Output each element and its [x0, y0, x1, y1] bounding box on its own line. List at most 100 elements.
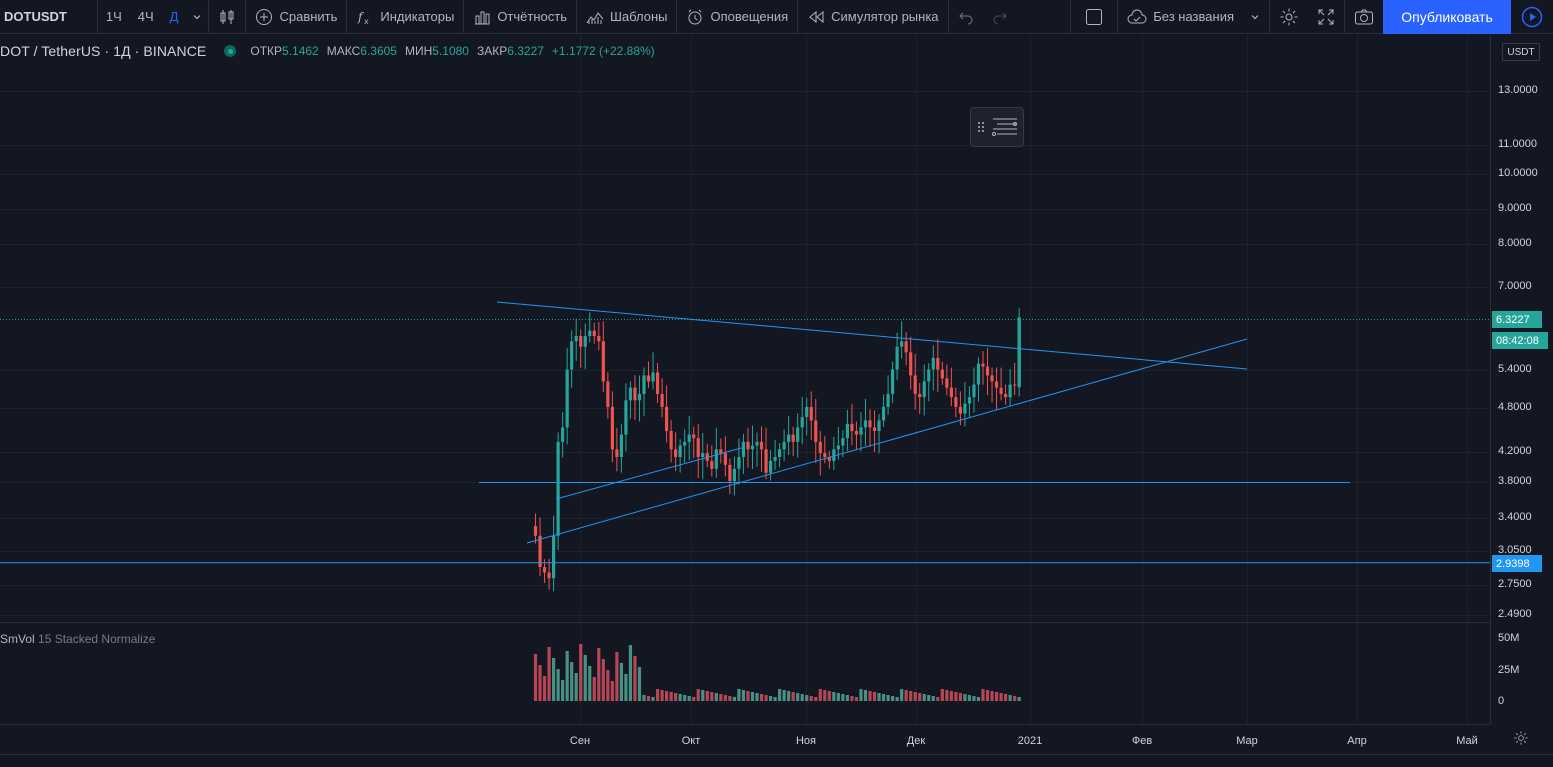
candle-body [669, 430, 673, 450]
alerts-button[interactable]: Оповещения [677, 0, 797, 34]
undo-button[interactable] [949, 0, 983, 34]
volume-bar [949, 691, 953, 701]
snapshot-button[interactable] [1345, 0, 1383, 34]
candle-body [904, 341, 908, 353]
candle-body [574, 335, 578, 342]
publish-button[interactable]: Опубликовать [1383, 0, 1511, 34]
settings-button[interactable] [1270, 0, 1308, 34]
volume-bar [678, 694, 682, 701]
volume-bar [628, 645, 633, 701]
symbol-legend: DOT / TetherUS · 1Д · BINANCE ОТКР5.1462… [0, 43, 655, 59]
candle-body [660, 393, 664, 407]
volume-bar [606, 670, 610, 701]
candle-body [651, 372, 655, 382]
volume-bar [741, 690, 746, 701]
time-label: Дек [906, 735, 926, 747]
floating-drawing-toolbar[interactable] [970, 107, 1024, 147]
candle-body [642, 375, 646, 394]
volume-bar [759, 694, 764, 701]
divider [947, 0, 949, 34]
interval-4h-button[interactable]: 4Ч [137, 9, 154, 24]
volume-bar [542, 676, 547, 701]
svg-text:f: f [357, 10, 365, 24]
volume-bar [940, 689, 944, 701]
candle-body [836, 445, 840, 450]
price-tick: 9.0000 [1498, 202, 1532, 214]
volume-tick: 50M [1498, 632, 1520, 644]
horizontal-line-price-tag: 2.9398 [1492, 555, 1542, 572]
symbol-search-button[interactable]: DOTUSDT [4, 9, 67, 24]
candle-body [741, 441, 746, 457]
volume-bar [696, 689, 700, 701]
ohlc-values: ОТКР5.1462 МАКС6.3605 МИН5.1080 ЗАКР6.32… [250, 44, 654, 58]
gear-icon[interactable] [1513, 730, 1529, 746]
price-axis[interactable] [1490, 35, 1553, 724]
time-label: 2021 [1017, 735, 1043, 747]
drag-handle-icon[interactable] [974, 117, 988, 137]
redo-button[interactable] [983, 0, 1017, 34]
volume-bar [990, 691, 994, 701]
financials-button[interactable]: Отчётность [464, 0, 576, 34]
candle-body [619, 434, 623, 457]
interval-1d-button[interactable]: Д [169, 9, 179, 24]
market-status-icon[interactable] [224, 45, 237, 57]
price-tick: 2.4900 [1498, 608, 1532, 620]
volume-bar [854, 697, 859, 701]
templates-button[interactable]: Шаблоны [577, 0, 677, 34]
volume-bar [1017, 697, 1021, 701]
volume-bar [552, 658, 556, 701]
fullscreen-button[interactable] [1308, 0, 1344, 34]
volume-bar [651, 697, 655, 701]
divider [96, 0, 98, 34]
candle-body [750, 445, 755, 450]
divider [797, 0, 799, 34]
layout-name-button[interactable]: Без названия [1118, 0, 1269, 34]
gear-icon [1280, 8, 1298, 25]
volume-bar [778, 689, 782, 701]
replay-button[interactable]: Симулятор рынка [798, 0, 947, 34]
volume-bar [823, 690, 827, 701]
chart-type-button[interactable] [209, 0, 245, 34]
candle-body [922, 381, 926, 398]
candle-body [674, 449, 678, 457]
price-chart[interactable] [0, 35, 1490, 724]
price-tick: 10.0000 [1498, 167, 1538, 179]
candle-body [823, 453, 827, 457]
templates-label: Шаблоны [609, 9, 668, 24]
volume-legend[interactable]: SmVol 15 Stacked Normalize [0, 632, 155, 646]
drawings-layer[interactable] [0, 301, 1490, 564]
candle-body [841, 438, 845, 446]
volume-bar [800, 694, 804, 701]
fullscreen-layout-button[interactable] [1071, 0, 1117, 34]
volume-bar [999, 693, 1003, 701]
divider [463, 0, 465, 34]
volume-bar [809, 696, 813, 701]
compare-button[interactable]: Сравнить [246, 0, 346, 34]
candle-body [773, 456, 777, 461]
volume-bar [976, 697, 981, 701]
volume-bar [570, 662, 574, 701]
volume-bar [832, 692, 836, 701]
camera-icon [1355, 9, 1373, 24]
candle-body [678, 445, 682, 457]
volume-bar [791, 692, 795, 701]
time-axis[interactable] [0, 724, 1490, 754]
volume-bar [615, 652, 619, 701]
candle-body [985, 366, 990, 376]
object-tree-icon[interactable] [991, 115, 1019, 139]
candle-body [1004, 393, 1008, 398]
divider [346, 0, 348, 34]
play-button[interactable] [1511, 0, 1553, 34]
undo-icon [958, 12, 973, 24]
candle-body [891, 369, 895, 394]
volume-bar [877, 693, 881, 701]
volume-bars [533, 644, 1021, 701]
volume-bar [895, 697, 899, 701]
volume-bar [692, 697, 696, 701]
symbol-title[interactable]: DOT / TetherUS · 1Д · BINANCE [0, 43, 207, 59]
interval-dropdown-button[interactable] [186, 0, 208, 34]
currency-badge[interactable]: USDT [1502, 43, 1540, 61]
candle-body [877, 420, 881, 431]
interval-1h-button[interactable]: 1Ч [105, 9, 122, 24]
